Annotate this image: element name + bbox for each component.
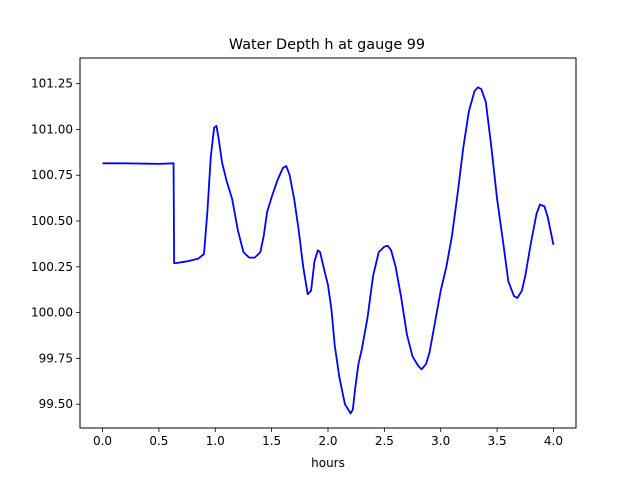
x-tick-label: 3.5: [488, 434, 507, 448]
x-tick-label: 0.5: [149, 434, 168, 448]
x-tick-label: 3.0: [431, 434, 450, 448]
x-tick-label: 0.0: [93, 434, 112, 448]
x-tick-label: 4.0: [544, 434, 563, 448]
x-tick-label: 1.0: [206, 434, 225, 448]
series-line-0: [102, 86, 555, 415]
y-axis: 99.50 99.75 100.00 100.25 100.50 100.75 101.00…: [31, 77, 80, 411]
x-axis-label: hours: [311, 456, 345, 470]
x-axis: 0.0 0.5 1.0 1.5 2.0 2.5 3.0 3.5 4.0: [93, 428, 563, 448]
y-tick-label: 99.75: [39, 351, 73, 365]
y-tick-label: 100.25: [31, 260, 73, 274]
y-tick-label: 100.75: [31, 168, 73, 182]
series-layer: [102, 86, 555, 415]
x-tick-label: 2.0: [318, 434, 337, 448]
y-tick-label: 100.50: [31, 214, 73, 228]
x-tick-label: 1.5: [262, 434, 281, 448]
chart-title: Water Depth h at gauge 99: [229, 37, 425, 53]
y-tick-label: 101.25: [31, 77, 73, 91]
x-tick-label: 2.5: [375, 434, 394, 448]
y-tick-label: 101.00: [31, 122, 73, 136]
plot-area: 0.0 0.5 1.0 1.5 2.0 2.5 3.0 3.5 4.0 99.50 99.75 10…: [31, 57, 577, 448]
y-tick-label: 99.50: [39, 397, 73, 411]
y-tick-label: 100.00: [31, 306, 73, 320]
plot-background: [80, 58, 576, 428]
